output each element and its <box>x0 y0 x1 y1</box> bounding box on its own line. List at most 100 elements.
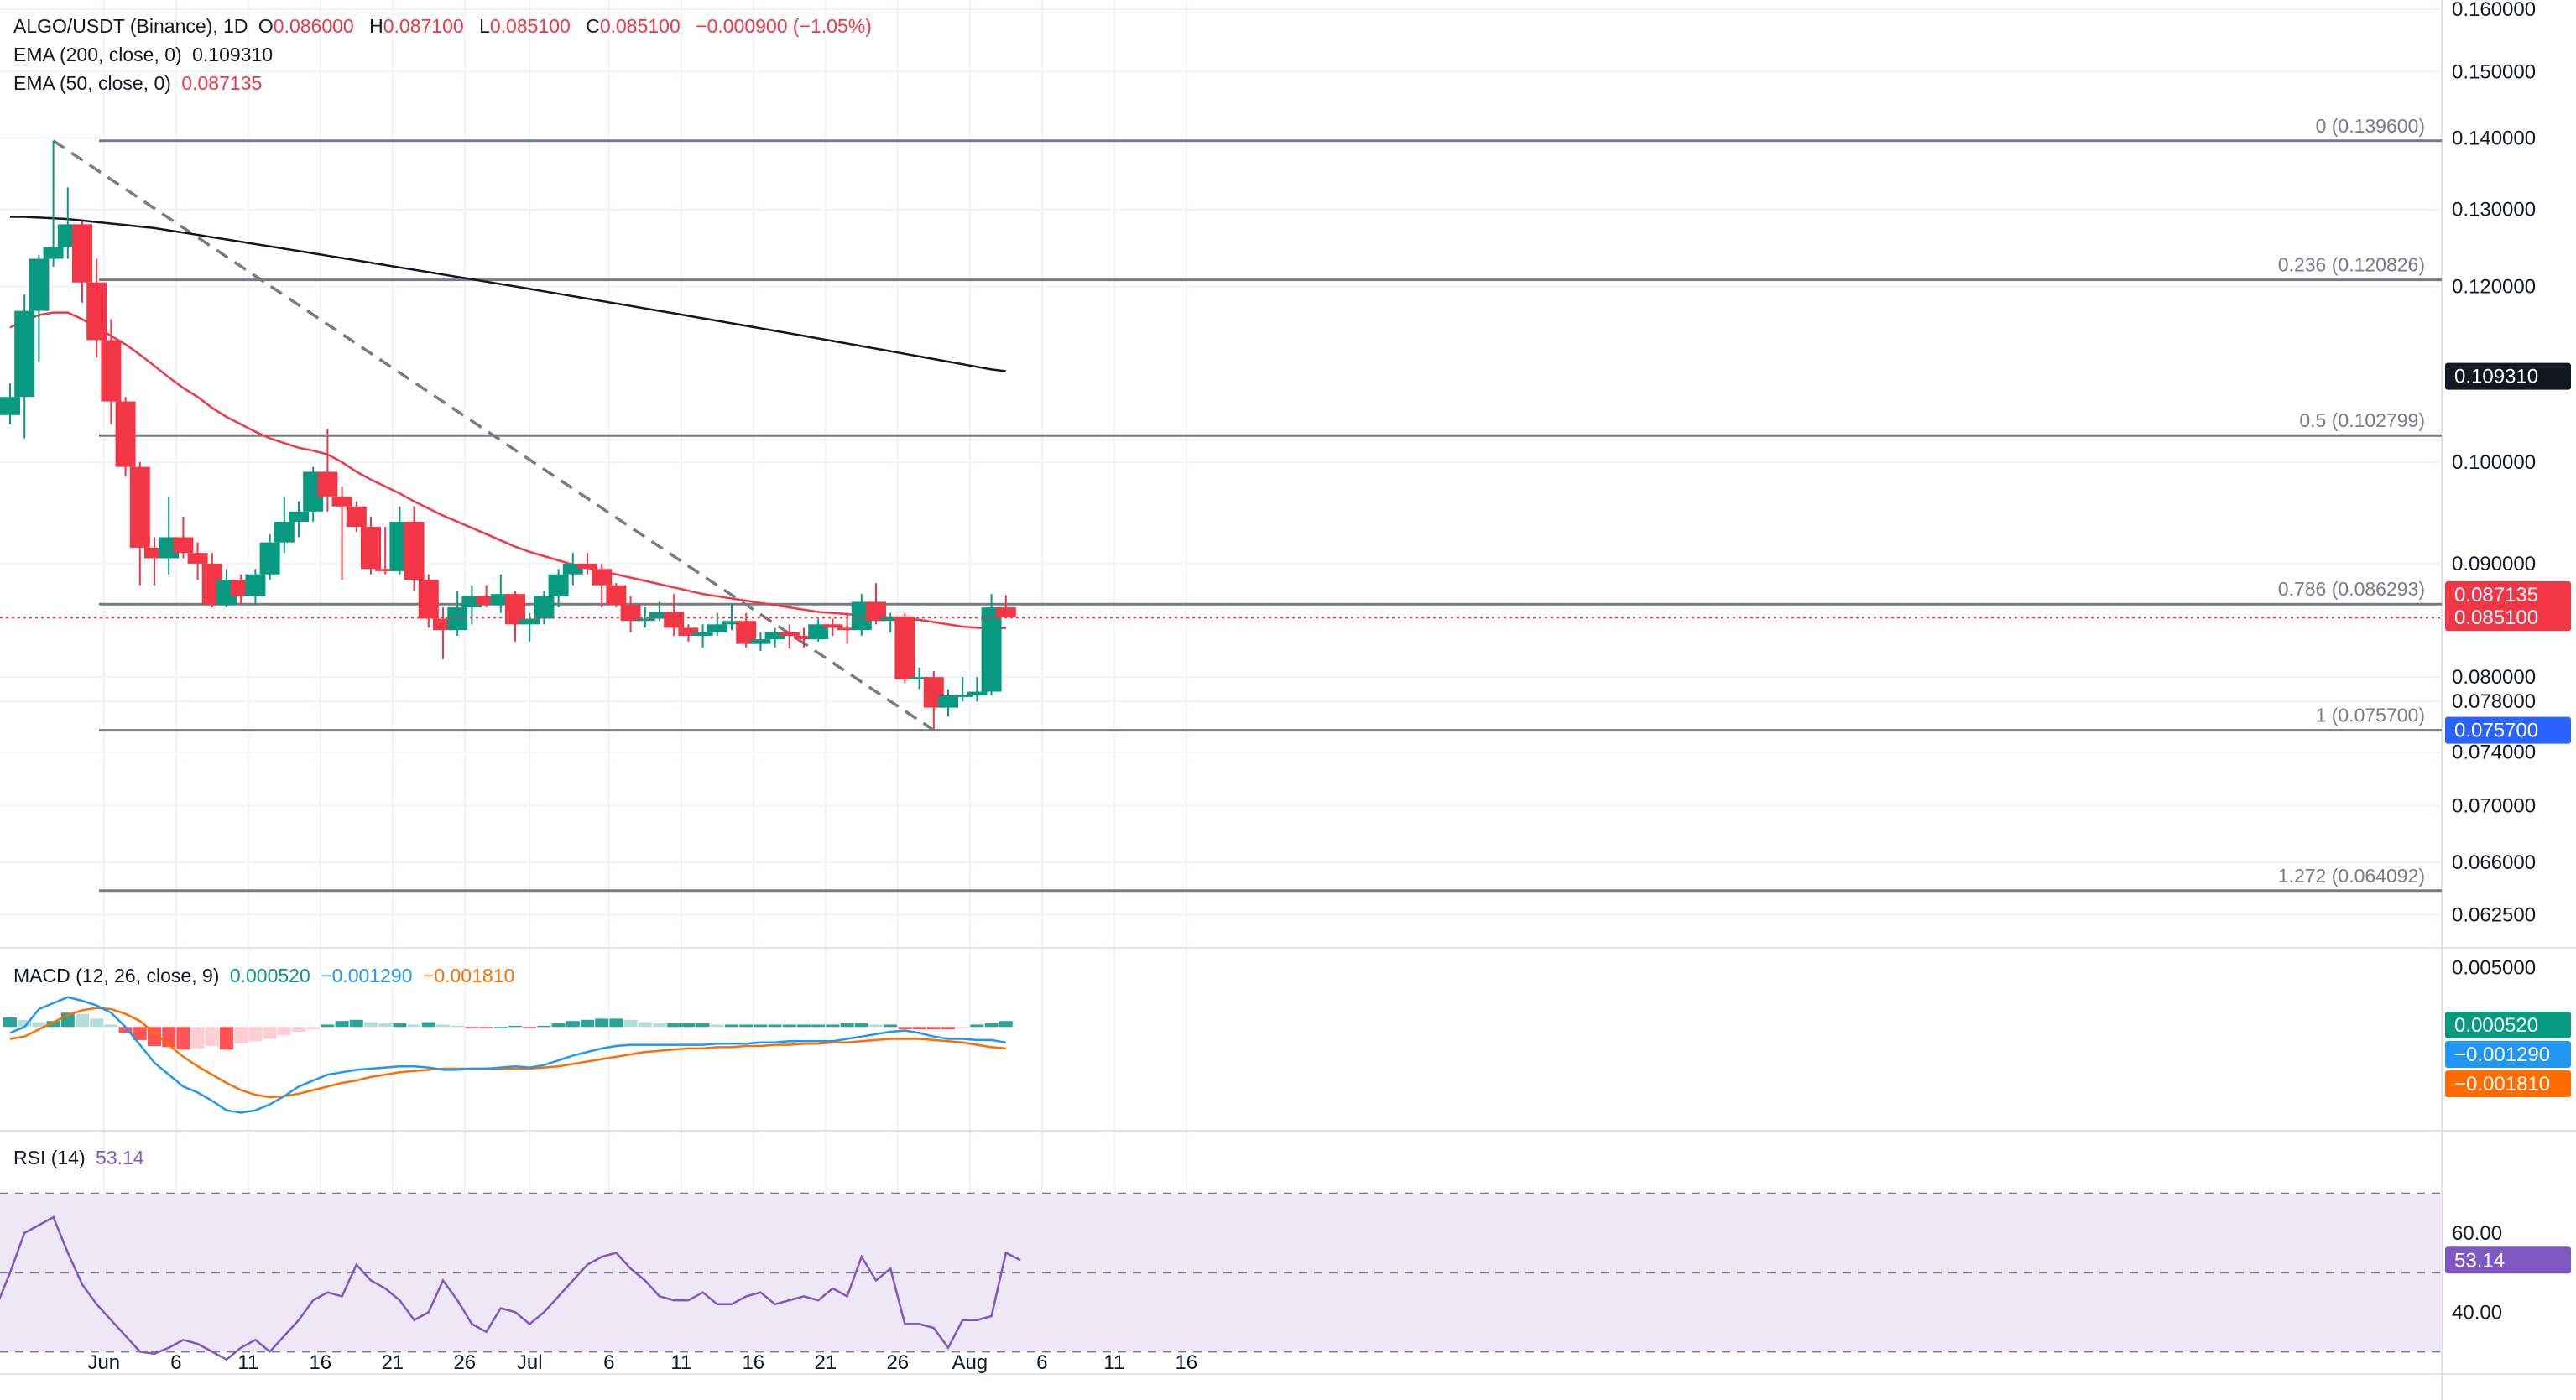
price-tag-bg <box>2445 362 2571 390</box>
macd-hist-bar <box>407 1024 421 1028</box>
ohlc-legend: ALGO/USDT (Binance), 1D O0.086000 H0.087… <box>13 13 877 39</box>
time-axis-tick: 6 <box>1036 1351 1047 1374</box>
candle-body <box>115 401 136 467</box>
candle-body <box>750 639 771 644</box>
macd-hist-bar <box>292 1027 305 1032</box>
candle-body <box>808 624 829 640</box>
macd-hist-bar <box>696 1023 710 1028</box>
price-tag: 0.087135 <box>2454 584 2538 606</box>
close-value: 0.085100 <box>599 15 681 37</box>
candle-body <box>837 627 858 631</box>
macd-hist-bar <box>725 1024 738 1028</box>
macd-line-tag: −0.001290 <box>2454 1043 2550 1066</box>
fib-retracement[interactable]: 0 (0.139600) 0.236 (0.120826) 0.5 (0.10279… <box>99 115 2442 893</box>
macd-hist-bar <box>739 1024 754 1028</box>
low-label: L <box>479 15 490 37</box>
ema-lines <box>9 216 1006 631</box>
macd-hist-bar <box>393 1023 407 1028</box>
fib-level-label: 0 (0.139600) <box>2316 115 2425 137</box>
rsi-label: RSI (14) <box>13 1147 86 1168</box>
price-axis-tick: 0.140000 <box>2452 128 2536 150</box>
candle-body <box>29 258 50 311</box>
time-axis-tick: 6 <box>603 1351 614 1374</box>
candle-body <box>534 596 555 619</box>
candle-body <box>187 553 208 564</box>
macd-hist-bar <box>884 1024 898 1028</box>
candles <box>0 140 2442 731</box>
fib-level-label: 0.5 (0.102799) <box>2299 409 2425 431</box>
price-axis-tick: 0.120000 <box>2452 276 2536 299</box>
time-axis-tick: Jun <box>87 1351 120 1374</box>
price-axis-tick: 0.100000 <box>2452 451 2536 474</box>
macd-hist-bar <box>32 1022 46 1028</box>
macd-hist-bar <box>306 1027 321 1030</box>
rsi-tag: 53.14 <box>2454 1249 2505 1272</box>
time-axis-tick: 16 <box>742 1351 764 1374</box>
rsi-value: 53.14 <box>96 1147 144 1168</box>
macd-hist-bar <box>90 1018 104 1028</box>
ema50-legend: EMA (50, close, 0) 0.087135 <box>13 70 267 96</box>
rsi-legend: RSI (14) 53.14 <box>13 1145 149 1170</box>
time-axis-tick: 21 <box>381 1351 404 1374</box>
macd-hist-bar <box>349 1019 363 1028</box>
time-axis-tick: Jul <box>517 1351 543 1374</box>
candle-body <box>375 569 396 571</box>
macd-hist-bar <box>523 1027 537 1028</box>
macd-hist-bar <box>581 1019 594 1028</box>
macd-hist-bar <box>148 1027 161 1047</box>
macd-hist-bar <box>984 1023 999 1028</box>
candle-body <box>592 569 613 586</box>
candle-body <box>779 632 800 636</box>
close-label: C <box>586 15 600 37</box>
candle-body <box>894 616 915 680</box>
macd-signal-tag: −0.001810 <box>2454 1073 2550 1096</box>
change-value: −0.000900 (−1.05%) <box>696 15 872 37</box>
ema200-value: 0.109310 <box>192 44 274 65</box>
rsi-axis-tick: 40.00 <box>2452 1301 2502 1324</box>
ema200-line <box>10 216 1006 372</box>
candle-body <box>577 563 597 570</box>
macd-line <box>9 996 1007 1114</box>
candle-body <box>274 521 295 543</box>
ema200-label: EMA (200, close, 0) <box>13 44 182 65</box>
macd-hist-bar <box>46 1021 60 1028</box>
ema50-label: EMA (50, close, 0) <box>13 72 171 94</box>
time-axis-tick: 6 <box>170 1351 181 1374</box>
price-axis-tick: 0.074000 <box>2452 742 2536 764</box>
candle-body <box>692 632 713 636</box>
candle-body <box>822 624 843 628</box>
macd-hist-bar <box>263 1027 277 1039</box>
time-axis-tick: 11 <box>237 1351 258 1374</box>
candle-body <box>259 542 280 575</box>
candle-body <box>952 695 973 697</box>
macd-hist-bar <box>681 1023 696 1028</box>
macd-hist-bar <box>133 1027 147 1040</box>
macd-hist-bar <box>782 1024 796 1028</box>
macd-hist-bar <box>956 1027 970 1028</box>
candle-body <box>620 605 641 622</box>
macd-hist-bar <box>508 1025 522 1028</box>
macd-line-tag-bg <box>2445 1041 2571 1068</box>
candle-body <box>245 574 266 596</box>
candle-body <box>519 618 540 625</box>
macd-hist-bar <box>118 1027 133 1033</box>
fib-level-label: 0.236 (0.120826) <box>2278 254 2425 276</box>
macd-pane <box>3 996 1013 1114</box>
candle-body <box>794 635 814 640</box>
ema50-value: 0.087135 <box>181 72 263 94</box>
candle-body <box>866 601 886 622</box>
trendline[interactable] <box>52 139 935 732</box>
macd-hist-bar <box>926 1027 941 1030</box>
price-tag: 0.075700 <box>2454 720 2538 742</box>
candle-body <box>447 607 468 631</box>
time-axis-tick: 11 <box>670 1351 691 1374</box>
fib-level-label: 0.786 (0.086293) <box>2278 578 2425 600</box>
candle-body <box>938 695 958 708</box>
rsi-tag-bg <box>2445 1246 2571 1274</box>
open-label: O <box>258 15 274 37</box>
ema50-line <box>9 311 1006 631</box>
price-axis-tick: 0.070000 <box>2452 795 2536 818</box>
